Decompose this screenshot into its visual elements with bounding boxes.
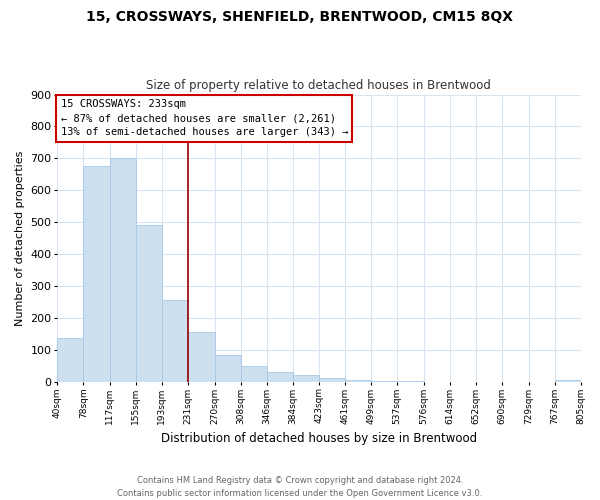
Bar [241,366,266,382]
Bar [266,372,293,382]
Bar [293,376,319,382]
Bar [215,354,241,382]
Text: 15, CROSSWAYS, SHENFIELD, BRENTWOOD, CM15 8QX: 15, CROSSWAYS, SHENFIELD, BRENTWOOD, CM1… [86,10,514,24]
Bar [345,380,371,382]
Bar [554,380,581,382]
Bar [162,300,188,382]
Bar [188,332,215,382]
Bar [83,166,110,382]
Bar [57,338,83,382]
X-axis label: Distribution of detached houses by size in Brentwood: Distribution of detached houses by size … [161,432,477,445]
Bar [319,378,345,382]
Text: Contains HM Land Registry data © Crown copyright and database right 2024.
Contai: Contains HM Land Registry data © Crown c… [118,476,482,498]
Bar [110,158,136,382]
Title: Size of property relative to detached houses in Brentwood: Size of property relative to detached ho… [146,79,491,92]
Bar [136,226,162,382]
Text: 15 CROSSWAYS: 233sqm
← 87% of detached houses are smaller (2,261)
13% of semi-de: 15 CROSSWAYS: 233sqm ← 87% of detached h… [61,100,348,138]
Y-axis label: Number of detached properties: Number of detached properties [15,150,25,326]
